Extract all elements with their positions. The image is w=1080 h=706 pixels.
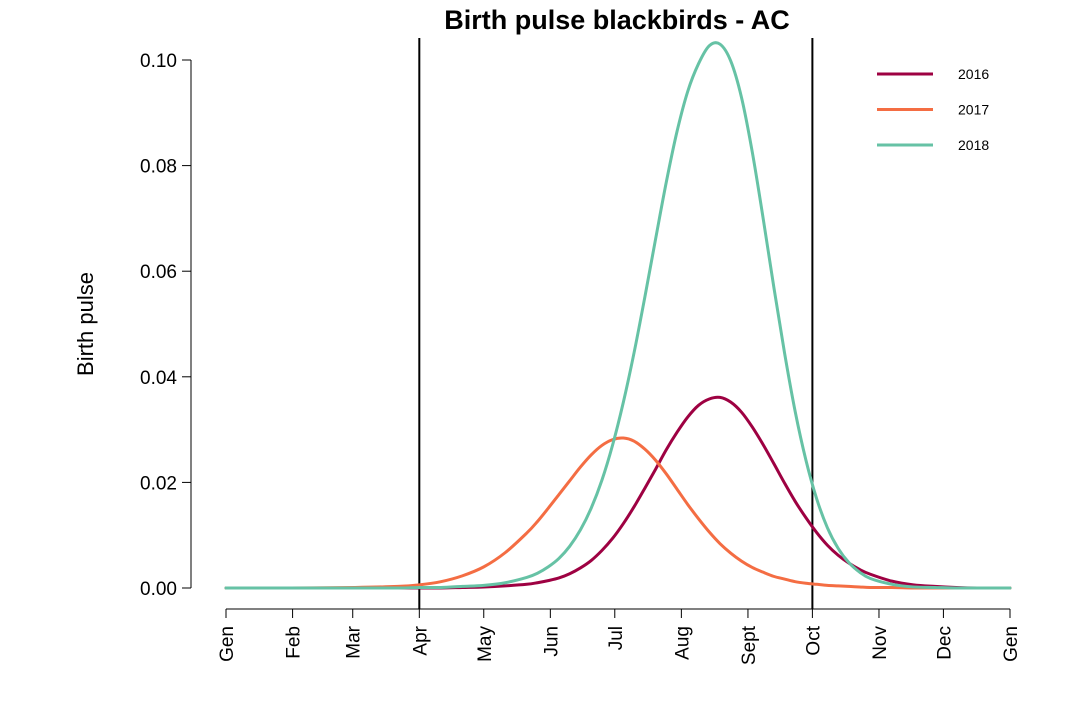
series-line-2017 [224,436,1012,590]
x-tick-label: Sept [739,625,760,665]
y-tick-label: 0.02 [140,473,177,494]
x-tick-label: Feb [284,626,305,659]
x-tick-label: Nov [870,626,891,660]
x-tick-label: Oct [803,625,824,655]
x-tick-label: Dec [934,626,955,660]
legend: 2016 2017 2018 [877,66,989,153]
x-tick-label: Mar [344,625,365,658]
y-tick-label: 0.10 [140,51,177,72]
series-line-2018 [224,41,1012,590]
x-axis: Gen Feb Mar Apr May Jun Jul Aug Sept Oct Nov Dec Gen [217,608,1022,665]
y-axis-label: Birth pulse [73,272,98,376]
x-tick-label: Gen [217,626,238,662]
legend-label-2017: 2017 [958,102,989,118]
x-tick-label: Jul [606,626,627,650]
legend-label-2016: 2016 [958,66,989,82]
y-axis: 0.00 0.02 0.04 0.06 0.08 0.10 [140,51,192,600]
x-tick-label: May [475,626,496,662]
y-tick-label: 0.06 [140,262,177,283]
y-tick-label: 0.08 [140,157,177,178]
y-tick-label: 0.04 [140,368,177,389]
x-tick-label: Apr [410,625,431,655]
reference-lines [418,38,814,609]
chart-title: Birth pulse blackbirds - AC [444,5,790,35]
y-tick-label: 0.00 [140,579,177,600]
x-tick-label: Aug [672,626,693,660]
x-tick-label: Jun [541,626,562,657]
x-tick-label: Gen [1001,626,1022,662]
legend-label-2018: 2018 [958,137,989,153]
series-lines [224,41,1012,590]
